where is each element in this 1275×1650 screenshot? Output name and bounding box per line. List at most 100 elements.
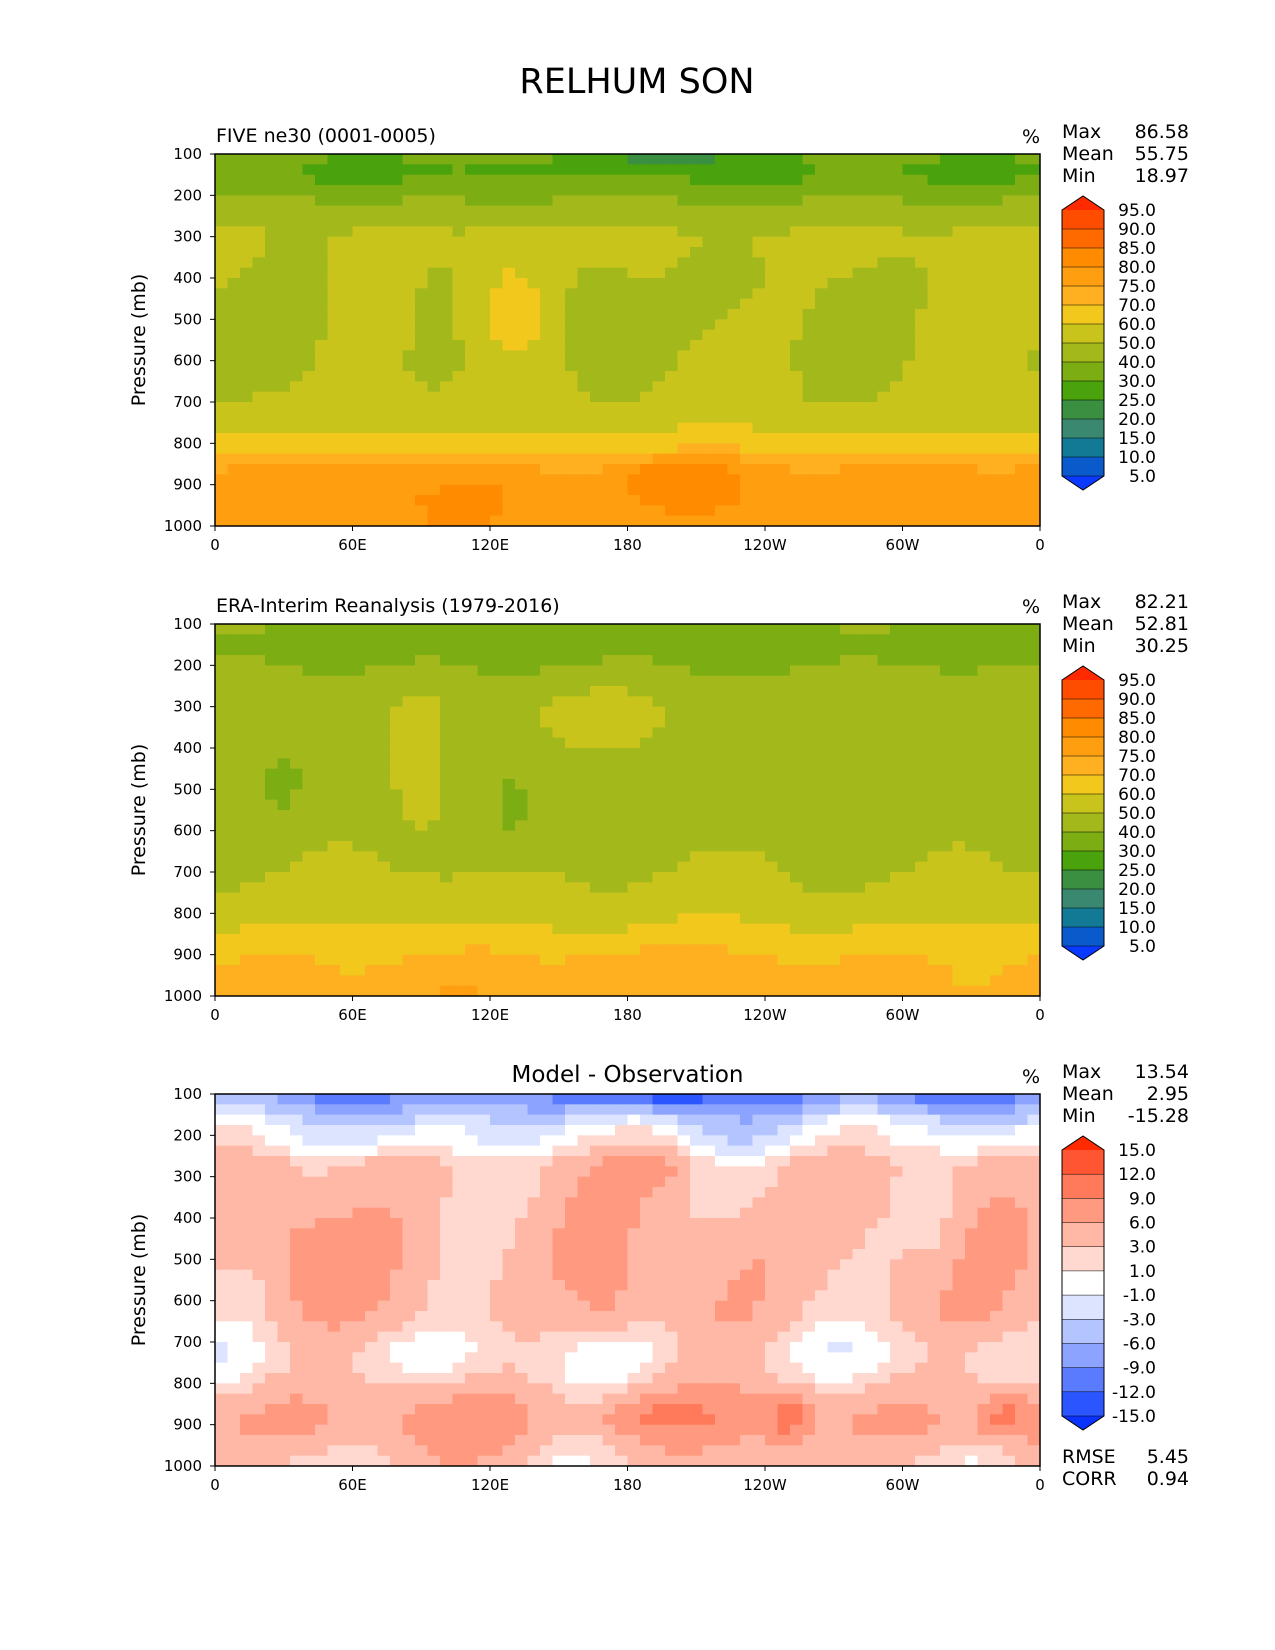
field-cell: [877, 758, 891, 770]
field-cell: [640, 727, 654, 739]
field-cell: [252, 934, 266, 945]
field-cell: [440, 954, 454, 966]
field-cell: [215, 686, 229, 697]
field-cell: [840, 830, 854, 842]
field-cell: [877, 923, 891, 935]
field-cell: [977, 665, 991, 677]
field-cell: [765, 505, 779, 517]
field-cell: [527, 975, 541, 987]
field-cell: [715, 340, 729, 351]
field-cell: [340, 644, 354, 656]
field-cell: [1015, 174, 1029, 186]
field-cell: [765, 820, 779, 832]
field-cell: [340, 758, 354, 770]
field-cell: [277, 892, 291, 904]
field-cell: [852, 820, 866, 832]
field-cell: [402, 402, 416, 413]
field-cell: [615, 309, 629, 320]
field-cell: [815, 309, 829, 320]
field-cell: [265, 768, 279, 780]
field-cell: [590, 288, 604, 300]
field-cell: [702, 892, 716, 904]
field-cell: [840, 717, 854, 728]
field-cell: [302, 288, 316, 300]
field-cell: [915, 799, 929, 811]
field-cell: [252, 954, 266, 966]
field-cell: [765, 205, 779, 217]
field-cell: [277, 319, 291, 331]
field-cell: [590, 768, 604, 780]
x-tick-label: 180: [613, 536, 642, 554]
field-cell: [427, 923, 441, 935]
field-cell: [365, 1094, 379, 1105]
field-cell: [802, 644, 816, 656]
field-cell: [377, 267, 391, 279]
field-cell: [352, 892, 366, 904]
field-cell: [727, 247, 741, 258]
field-cell: [952, 412, 966, 424]
field-cell: [627, 985, 641, 996]
field-cell: [365, 686, 379, 697]
field-cell: [390, 464, 404, 475]
field-cell: [352, 350, 366, 362]
field-cell: [590, 474, 604, 486]
field-cell: [752, 174, 766, 186]
field-cell: [677, 923, 691, 935]
field-cell: [690, 934, 704, 945]
field-cell: [777, 634, 791, 646]
field-cell: [790, 371, 804, 382]
field-cell: [902, 350, 916, 362]
field-cell: [577, 903, 591, 914]
field-cell: [977, 851, 991, 863]
field-cell: [515, 965, 529, 976]
field-cell: [377, 205, 391, 217]
field-cell: [490, 340, 504, 351]
field-cell: [965, 686, 979, 697]
field-cell: [865, 350, 879, 362]
field-cell: [877, 841, 891, 852]
field-cell: [965, 495, 979, 506]
field-cell: [840, 515, 854, 526]
field-cell: [527, 768, 541, 780]
field-cell: [327, 236, 341, 248]
field-cell: [315, 748, 329, 759]
field-cell: [765, 944, 779, 956]
field-cell: [965, 737, 979, 749]
field-cell: [252, 706, 266, 718]
field-cell: [890, 412, 904, 424]
field-cell: [665, 298, 679, 310]
field-cell: [752, 965, 766, 976]
stat-label: Min: [1062, 635, 1096, 657]
field-cell: [390, 779, 404, 790]
field-cell: [815, 515, 829, 526]
field-cell: [215, 164, 229, 176]
field-cell: [227, 913, 241, 925]
field-cell: [490, 360, 504, 372]
field-cell: [877, 634, 891, 646]
field-cell: [952, 934, 966, 945]
field-cell: [1015, 309, 1029, 320]
field-cell: [252, 216, 266, 227]
field-cell: [290, 350, 304, 362]
field-cell: [977, 737, 991, 749]
field-cell: [740, 412, 754, 424]
field-cell: [990, 236, 1004, 248]
field-cell: [890, 975, 904, 987]
field-cell: [927, 164, 941, 176]
field-cell: [952, 820, 966, 832]
field-cell: [327, 975, 341, 987]
field-cell: [640, 185, 654, 196]
field-cell: [677, 236, 691, 248]
field-cell: [352, 422, 366, 434]
field-cell: [477, 288, 491, 300]
field-cell: [965, 505, 979, 517]
field-cell: [377, 257, 391, 269]
field-cell: [252, 443, 266, 455]
field-cell: [427, 727, 441, 739]
field-cell: [215, 655, 229, 666]
field-cell: [515, 851, 529, 863]
field-cell: [415, 820, 429, 832]
field-cell: [990, 644, 1004, 656]
field-cell: [577, 360, 591, 372]
field-cell: [740, 913, 754, 925]
